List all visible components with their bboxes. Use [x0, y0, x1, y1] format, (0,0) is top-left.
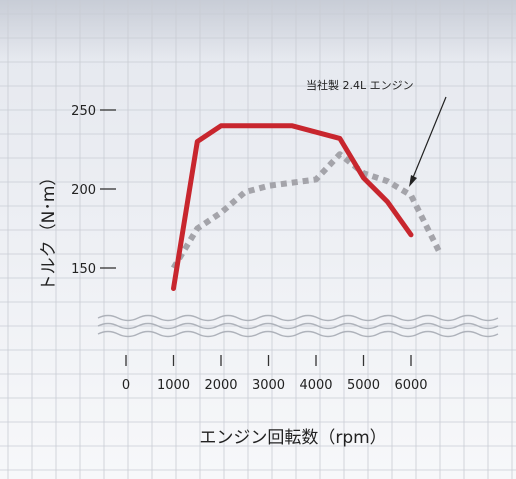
x-tick-label: 3000 [252, 378, 285, 393]
x-axis-ticks: 0 1000 2000 3000 4000 5000 6000 [122, 355, 428, 393]
axis-break [97, 314, 499, 338]
y-tick-label: 250 [71, 104, 96, 119]
y-tick-label: 200 [71, 183, 96, 198]
series-line-competitor [170, 151, 443, 270]
axis-break-wave [97, 322, 499, 330]
annotation-arrow-head [409, 175, 417, 187]
annotation-layer: 当社製 2.4L エンジン [306, 78, 447, 187]
x-tick-label: 2000 [204, 378, 237, 393]
x-tick-label: 6000 [394, 378, 427, 393]
top-shade [0, 0, 516, 60]
series-line-main [171, 123, 414, 291]
x-tick-label: 0 [122, 378, 130, 393]
x-axis-title: エンジン回転数（rpm） [199, 428, 386, 448]
series-layer [170, 123, 443, 291]
y-axis-title: トルク（N･m） [39, 169, 59, 292]
annotation-arrow [411, 96, 447, 181]
axis-break-wave [97, 314, 499, 322]
y-axis-ticks: 150 200 250 [71, 104, 116, 277]
y-tick-label: 150 [71, 262, 96, 277]
x-tick-label: 4000 [299, 378, 332, 393]
x-tick-label: 1000 [157, 378, 190, 393]
annotation-label: 当社製 2.4L エンジン [306, 78, 414, 92]
x-tick-label: 5000 [347, 378, 380, 393]
axis-break-wave [97, 330, 499, 338]
